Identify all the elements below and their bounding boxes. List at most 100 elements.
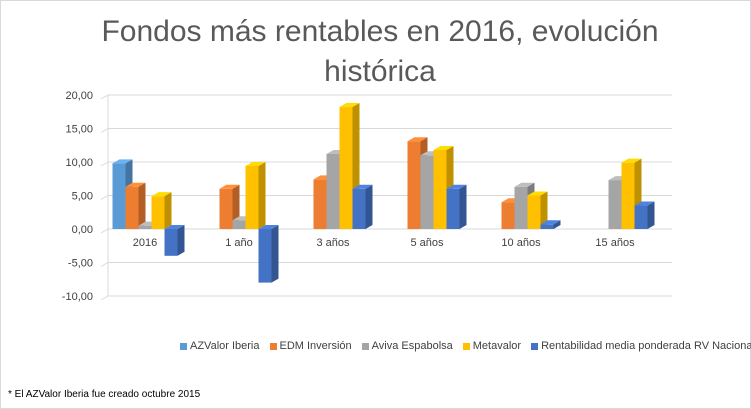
bar-front xyxy=(313,179,327,229)
axis-layer: 20,00 15,00 10,00 5,00 0,00 -5,00 -10,00 xyxy=(62,90,93,303)
legend-item: Rentabilidad media ponderada RV Nacional xyxy=(531,340,751,352)
bar xyxy=(258,225,279,283)
bar-front xyxy=(446,188,460,229)
bar-front xyxy=(219,188,233,229)
bar-layer xyxy=(112,103,655,283)
bar-front xyxy=(608,180,622,229)
bar-top xyxy=(352,184,373,189)
bar-front xyxy=(634,205,648,229)
legend: AZValor Iberia EDM Inversión Aviva Espabol… xyxy=(180,338,751,354)
footnote: * El AZValor Iberia fue creado octubre 2… xyxy=(8,389,201,400)
gridline-depth xyxy=(100,94,109,100)
bar-front xyxy=(527,195,541,229)
y-tick-label: 15,00 xyxy=(65,124,93,136)
legend-swatch xyxy=(462,342,470,350)
bar-front xyxy=(407,141,421,229)
bar-front xyxy=(326,153,340,229)
bar-top xyxy=(219,184,240,189)
category-label: 3 años xyxy=(316,237,350,249)
bar-top xyxy=(407,137,428,142)
bar-top xyxy=(164,225,185,229)
y-tick-label: 20,00 xyxy=(65,90,93,102)
bar-front xyxy=(245,166,259,229)
bar-top xyxy=(433,145,454,150)
bar-front xyxy=(258,229,272,283)
legend-label: EDM Inversión xyxy=(279,340,352,352)
bar-side xyxy=(647,201,655,229)
bar xyxy=(245,162,266,229)
legend-item: AZValor Iberia xyxy=(180,340,260,352)
bar-front xyxy=(232,220,246,229)
bar xyxy=(164,225,185,256)
bar-top xyxy=(621,158,642,163)
bar xyxy=(219,184,240,229)
bar-top xyxy=(125,182,146,187)
bar-front xyxy=(138,225,152,229)
bar xyxy=(125,182,146,229)
bar-side xyxy=(164,192,172,229)
legend-swatch xyxy=(531,342,539,350)
bar xyxy=(446,184,467,229)
bar-front xyxy=(420,155,434,229)
bar-top xyxy=(514,182,535,187)
gridline-depth xyxy=(100,161,109,167)
legend-swatch xyxy=(180,342,187,350)
bar-front xyxy=(112,163,126,229)
gridline-depth xyxy=(100,195,109,200)
bar xyxy=(352,184,373,229)
bar-front xyxy=(433,149,447,229)
bar-front xyxy=(164,229,178,256)
gridline-depth xyxy=(100,128,109,133)
bar-top xyxy=(527,191,548,196)
grid-layer xyxy=(100,94,672,301)
category-label: 10 años xyxy=(501,237,541,249)
y-tick-label: -10,00 xyxy=(62,291,93,303)
bar-top xyxy=(339,103,360,108)
gridline-depth xyxy=(100,295,109,301)
bar-side xyxy=(553,220,561,229)
bar-side xyxy=(365,184,373,229)
bar-front xyxy=(352,188,366,229)
bar-front xyxy=(514,186,528,229)
legend-item: EDM Inversión xyxy=(269,340,352,352)
bar-top xyxy=(151,192,172,197)
category-label: 1 año xyxy=(225,237,253,249)
gridline-depth xyxy=(100,262,109,267)
bar-top xyxy=(446,184,467,189)
y-tick-label: 5,00 xyxy=(72,191,93,203)
bar-top xyxy=(112,159,133,164)
bar-top xyxy=(258,225,279,229)
y-tick-label: 0,00 xyxy=(72,224,93,236)
bar-front xyxy=(621,162,635,229)
bar xyxy=(540,220,561,229)
bar-front xyxy=(125,186,139,229)
bar xyxy=(527,191,548,229)
bar-side xyxy=(271,225,279,283)
legend-label: Rentabilidad media ponderada RV Nacional xyxy=(541,340,751,352)
bar-top xyxy=(245,162,266,167)
category-label: 2016 xyxy=(133,237,157,249)
bar-side xyxy=(258,162,266,229)
bar-top xyxy=(540,220,561,225)
legend-item: Aviva Espabolsa xyxy=(361,340,453,352)
bar xyxy=(634,201,655,229)
category-label-layer: 2016 1 año 3 años 5 años 10 años 15 años xyxy=(133,237,635,249)
bar-top xyxy=(634,201,655,206)
legend-item: Metavalor xyxy=(462,340,522,352)
bar xyxy=(151,192,172,229)
y-tick-label: -5,00 xyxy=(68,258,93,270)
bar-side xyxy=(540,191,548,229)
bar-front xyxy=(151,196,165,229)
bar-side xyxy=(138,182,146,229)
chart-title: Fondos más rentables en 2016, evolución … xyxy=(101,15,659,88)
bar-front xyxy=(501,202,515,229)
y-tick-label: 10,00 xyxy=(65,157,93,169)
legend-label: Metavalor xyxy=(472,340,522,352)
legend-label: AZValor Iberia xyxy=(190,340,260,352)
legend-swatch xyxy=(269,342,277,350)
bar-side xyxy=(459,184,467,229)
gridline-depth xyxy=(100,228,109,234)
legend-label: Aviva Espabolsa xyxy=(371,340,453,352)
bar-side xyxy=(177,225,185,256)
bar-front xyxy=(540,224,554,229)
